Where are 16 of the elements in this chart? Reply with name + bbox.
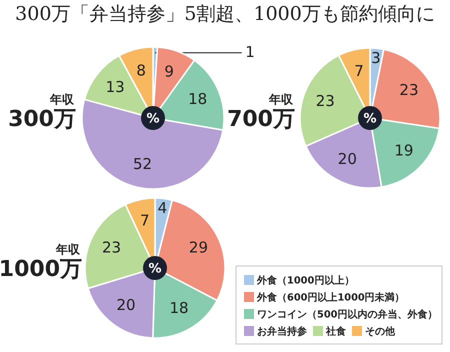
legend-label: 外食（1000円以上）	[256, 274, 354, 287]
text: 1000万	[0, 257, 82, 282]
chart-title: 300万「弁当持参」5割超、1000万も節約傾向に	[15, 2, 435, 25]
legend-label: ワンコイン（500円以内の弁当、外食）	[257, 308, 438, 321]
legend-label: 外食（600円以上1000円未満）	[256, 292, 405, 304]
text: 年収	[268, 92, 294, 106]
text: %	[148, 262, 162, 277]
text: %	[363, 112, 377, 127]
text: 300万	[8, 107, 76, 132]
text: %	[146, 112, 160, 127]
legend-label: 社食	[325, 326, 346, 338]
text: 700万	[227, 107, 295, 132]
legend-label: その他	[365, 326, 396, 338]
text: 年収	[55, 242, 81, 256]
legend-label: お弁当持参	[257, 326, 307, 338]
text: 年収	[49, 92, 75, 106]
